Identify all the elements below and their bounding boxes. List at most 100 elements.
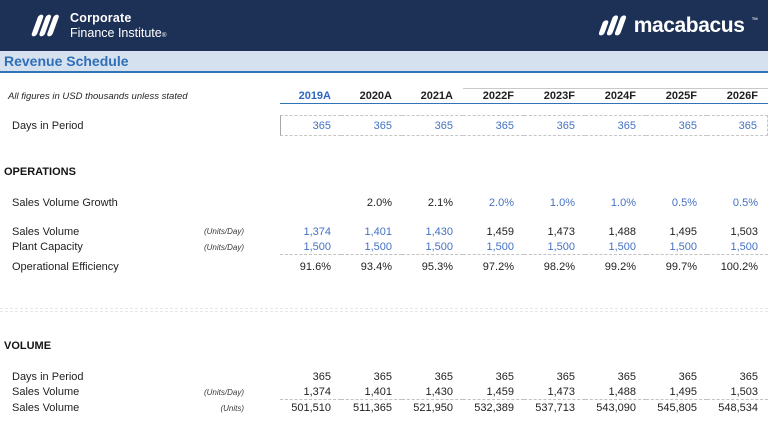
row-label: Sales Volume (Units) — [0, 400, 280, 416]
cfi-logo-text: Corporate Finance Institute® — [70, 11, 167, 40]
cell[interactable]: 1,374 — [280, 384, 341, 400]
cell[interactable]: 1,473 — [524, 384, 585, 400]
column-header: 2021A — [402, 88, 463, 104]
plant-capacity-row: Plant Capacity (Units/Day) 1,500 1,500 1,… — [0, 239, 768, 255]
section-heading-volume: VOLUME — [4, 339, 52, 352]
cell[interactable]: 98.2% — [543, 260, 575, 273]
row-unit: (Units/Day) — [203, 387, 244, 397]
cell[interactable]: 1,500 — [341, 239, 402, 255]
registered-mark: ® — [161, 31, 167, 39]
macabacus-logo-icon — [598, 14, 626, 35]
cell[interactable]: 1,500 — [463, 239, 524, 255]
column-header: 2025F — [646, 88, 707, 104]
column-header: 2026F — [707, 88, 768, 104]
cell[interactable]: 1,430 — [402, 384, 463, 400]
cell[interactable]: 537,713 — [535, 402, 575, 414]
cell[interactable]: 365 — [463, 115, 524, 136]
cell[interactable]: 545,805 — [657, 402, 697, 414]
cell[interactable]: 1,503 — [707, 384, 768, 400]
cell[interactable]: 365 — [341, 115, 402, 136]
cell[interactable]: 1,459 — [486, 225, 514, 238]
cell[interactable]: 1,401 — [341, 384, 402, 400]
column-header: 2019A — [280, 88, 341, 104]
page-title: Revenue Schedule — [4, 53, 129, 69]
cell[interactable]: 2.0% — [366, 196, 392, 209]
cell[interactable]: 2.0% — [488, 196, 514, 209]
cell[interactable]: 365 — [585, 115, 646, 136]
cell[interactable]: 1.0% — [549, 196, 575, 209]
row-label-text: Sales Volume — [12, 402, 80, 414]
cell[interactable]: 365 — [739, 370, 758, 383]
cfi-line1: Corporate — [70, 10, 132, 25]
row-label-text: Plant Capacity — [12, 241, 83, 253]
cell[interactable]: 1,488 — [608, 225, 636, 238]
cell[interactable]: 95.3% — [421, 260, 453, 273]
sales-volume-row: Sales Volume (Units/Day) 1,374 1,401 1,43… — [0, 224, 768, 239]
operational-efficiency-row: Operational Efficiency 91.6% 93.4% 95.3%… — [0, 255, 768, 275]
cell[interactable]: 1,374 — [303, 225, 331, 238]
row-label-text: Sales Volume — [12, 225, 80, 238]
cell[interactable]: 1.0% — [610, 196, 636, 209]
cell[interactable]: 365 — [556, 370, 575, 383]
row-unit: (Units/Day) — [203, 242, 244, 252]
row-label: Sales Volume (Units/Day) — [0, 224, 280, 239]
cell[interactable]: 1,488 — [585, 384, 646, 400]
cell[interactable]: 365 — [524, 115, 585, 136]
cell[interactable]: 1,500 — [402, 239, 463, 255]
cell[interactable]: 1,500 — [707, 239, 768, 255]
sales-volume-growth-row: Sales Volume Growth 2.0% 2.1% 2.0% 1.0% … — [0, 195, 768, 210]
cell[interactable]: 365 — [402, 115, 463, 136]
cell[interactable]: 99.2% — [604, 260, 636, 273]
volume-sales-volume-day-row: Sales Volume (Units/Day) 1,374 1,401 1,43… — [0, 384, 768, 400]
column-header: 2020A — [341, 88, 402, 104]
cell[interactable]: 1,495 — [646, 384, 707, 400]
cell[interactable]: 1,503 — [730, 225, 758, 238]
cell[interactable]: 1,459 — [463, 384, 524, 400]
cell[interactable]: 511,365 — [353, 402, 392, 414]
cfi-line2: Finance Institute® — [70, 26, 167, 40]
cell[interactable]: 99.7% — [665, 260, 697, 273]
section-heading-operations: OPERATIONS — [4, 165, 76, 178]
row-label: Plant Capacity (Units/Day) — [0, 239, 280, 255]
cell[interactable]: 365 — [280, 115, 341, 136]
cell[interactable]: 532,389 — [474, 402, 514, 414]
cell[interactable]: 521,950 — [413, 402, 453, 414]
cell[interactable]: 501,510 — [291, 402, 331, 414]
column-header: 2022F — [463, 88, 524, 104]
cell[interactable]: 543,090 — [596, 402, 636, 414]
row-label: Days in Period — [12, 119, 84, 132]
cell[interactable]: 2.1% — [427, 196, 453, 209]
macabacus-logo[interactable]: macabacus ™ — [595, 11, 758, 41]
cell[interactable]: 365 — [678, 370, 697, 383]
cell[interactable]: 93.4% — [360, 260, 392, 273]
cell[interactable]: 1,500 — [646, 239, 707, 255]
cfi-logo-icon — [31, 14, 59, 37]
cell[interactable]: 1,473 — [547, 225, 575, 238]
cell[interactable]: 97.2% — [482, 260, 514, 273]
cell[interactable]: 365 — [434, 370, 453, 383]
cell[interactable]: 548,534 — [718, 402, 758, 414]
cfi-logo[interactable]: Corporate Finance Institute® — [30, 10, 167, 41]
days-in-period-input-row: Days in Period 365 365 365 365 365 365 3… — [0, 115, 768, 136]
cell[interactable]: 365 — [373, 370, 392, 383]
cell[interactable]: 1,500 — [524, 239, 585, 255]
volume-days-in-period-row: Days in Period 365 365 365 365 365 365 3… — [0, 369, 768, 384]
cell[interactable]: 1,401 — [364, 225, 392, 238]
cell[interactable]: 1,430 — [425, 225, 453, 238]
cell[interactable]: 365 — [495, 370, 514, 383]
cell[interactable]: 1,500 — [280, 239, 341, 255]
cell[interactable]: 365 — [312, 370, 331, 383]
cell[interactable]: 365 — [617, 370, 636, 383]
cell[interactable]: 365 — [707, 115, 768, 136]
cell[interactable]: 365 — [646, 115, 707, 136]
cell[interactable] — [280, 195, 341, 210]
row-label-text: Sales Volume — [12, 386, 80, 398]
cell[interactable]: 100.2% — [720, 260, 758, 273]
revenue-schedule-sheet: All figures in USD thousands unless stat… — [0, 88, 768, 416]
cell[interactable]: 0.5% — [732, 196, 758, 209]
cell[interactable]: 0.5% — [671, 196, 697, 209]
cell[interactable]: 91.6% — [299, 260, 331, 273]
cell[interactable]: 1,500 — [585, 239, 646, 255]
cell[interactable]: 1,495 — [669, 225, 697, 238]
row-unit: (Units) — [220, 403, 244, 413]
